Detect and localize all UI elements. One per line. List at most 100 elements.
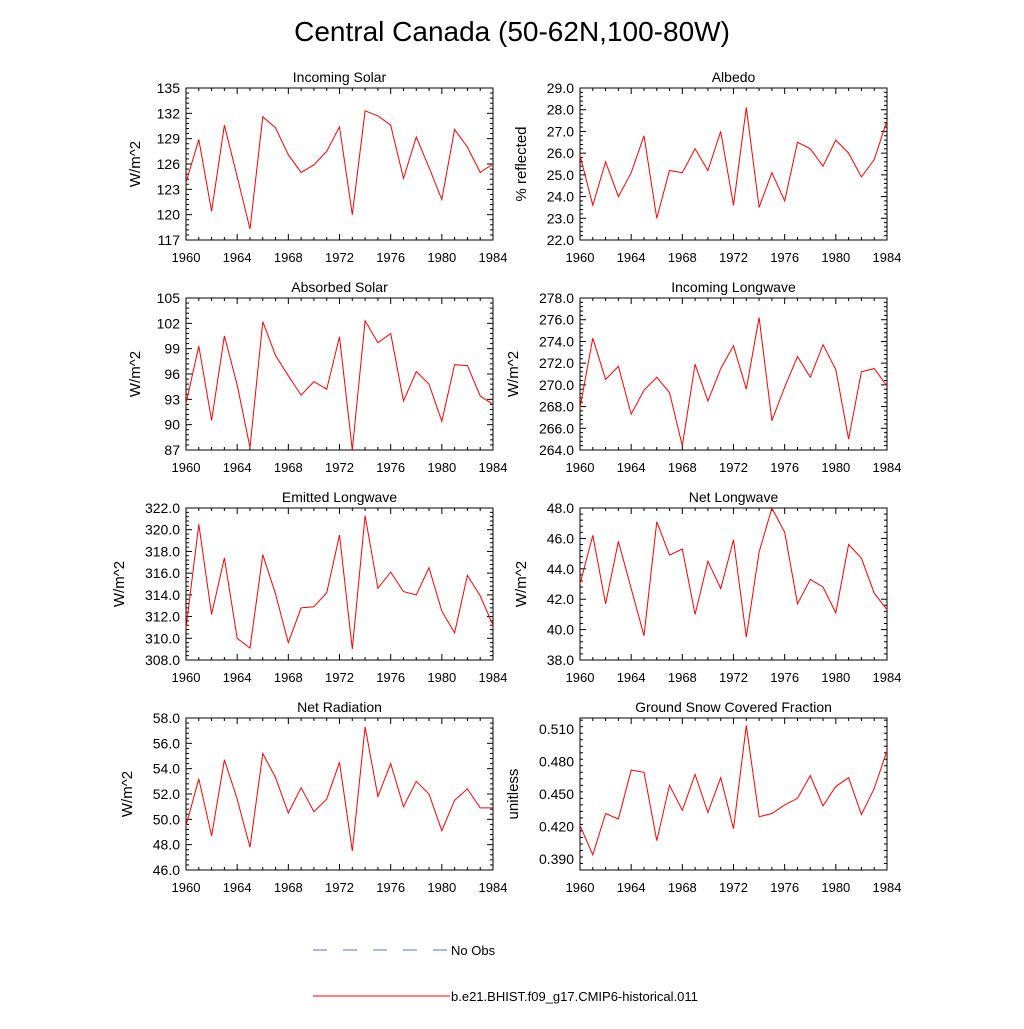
y-tick-label: 42.0 (547, 591, 574, 607)
x-tick-label: 1960 (172, 880, 201, 895)
y-tick-label: 276.0 (539, 312, 574, 328)
x-tick-label: 1960 (172, 670, 201, 685)
y-tick-label: 52.0 (153, 786, 180, 802)
y-tick-label: 117 (158, 232, 181, 248)
y-tick-label: 274.0 (539, 333, 574, 349)
x-tick-label: 1964 (223, 670, 252, 685)
y-tick-label: 96 (164, 366, 180, 382)
series-line-model (579, 107, 888, 219)
y-tick-label: 46.0 (547, 530, 574, 546)
x-tick-label: 1976 (770, 250, 799, 265)
y-axis-label: W/m^2 (127, 351, 144, 397)
y-tick-label: 310.0 (145, 630, 180, 646)
y-tick-label: 322.0 (145, 500, 180, 516)
x-tick-label: 1960 (566, 880, 595, 895)
y-tick-label: 29.0 (547, 80, 574, 96)
panel-net-longwave: 1960 1964 1968 1972 1976 1980 1984 38.0 40.0 42.0… (513, 489, 901, 685)
y-tick-label: 0.420 (539, 819, 574, 835)
y-tick-label: 0.390 (539, 851, 574, 867)
x-tick-label: 1960 (566, 250, 595, 265)
y-tick-label: 25.0 (547, 167, 574, 183)
y-tick-label: 28.0 (547, 102, 574, 118)
x-tick-label: 1972 (719, 880, 748, 895)
x-tick-label: 1980 (821, 460, 850, 475)
x-tick-label: 1968 (274, 670, 303, 685)
panel-net-radiation: 1960 1964 1968 1972 1976 1980 1984 46.0 48.0 50.0… (119, 699, 507, 895)
y-tick-label: 268.0 (539, 399, 574, 415)
y-tick-label: 270.0 (539, 377, 574, 393)
y-axis-label: W/m^2 (513, 561, 530, 607)
y-tick-label: 58.0 (153, 710, 180, 726)
y-tick-label: 46.0 (153, 862, 180, 878)
y-tick-label: 278.0 (539, 290, 574, 306)
panel-title: Ground Snow Covered Fraction (635, 699, 832, 715)
y-tick-label: 50.0 (153, 811, 180, 827)
x-tick-label: 1968 (274, 880, 303, 895)
panel-title: Net Radiation (297, 699, 382, 715)
y-tick-label: 266.0 (539, 420, 574, 436)
x-tick-label: 1968 (274, 250, 303, 265)
y-tick-label: 48.0 (547, 500, 574, 516)
x-tick-label: 1964 (617, 670, 646, 685)
plot-frame (185, 507, 494, 661)
x-tick-label: 1984 (479, 460, 508, 475)
y-tick-label: 23.0 (547, 210, 574, 226)
plot-frame (185, 297, 494, 451)
panel-title: Emitted Longwave (282, 489, 397, 505)
legend-label-no-obs: No Obs (451, 943, 496, 958)
x-tick-label: 1960 (172, 460, 201, 475)
x-tick-label: 1980 (821, 670, 850, 685)
y-tick-label: 44.0 (547, 561, 574, 577)
x-tick-label: 1976 (770, 460, 799, 475)
x-tick-label: 1968 (668, 250, 697, 265)
x-tick-label: 1976 (376, 880, 405, 895)
y-tick-label: 132 (157, 105, 181, 121)
y-tick-label: 40.0 (547, 622, 574, 638)
x-tick-label: 1976 (376, 250, 405, 265)
x-tick-label: 1976 (376, 460, 405, 475)
x-tick-label: 1984 (873, 880, 902, 895)
series-line-model (185, 110, 494, 230)
y-tick-label: 105 (157, 290, 181, 306)
x-tick-label: 1980 (821, 880, 850, 895)
y-tick-label: 318.0 (145, 543, 180, 559)
x-tick-label: 1972 (325, 250, 354, 265)
series-line-model (185, 726, 493, 852)
x-tick-label: 1972 (325, 880, 354, 895)
series-line-model (579, 317, 888, 446)
x-tick-label: 1984 (479, 670, 508, 685)
x-tick-label: 1980 (427, 670, 456, 685)
y-axis-label: unitless (505, 769, 522, 820)
y-tick-label: 26.0 (547, 145, 574, 161)
y-tick-label: 24.0 (547, 189, 574, 205)
y-tick-label: 0.480 (539, 753, 574, 769)
panel-title: Albedo (712, 69, 756, 85)
y-tick-label: 48.0 (153, 837, 180, 853)
x-tick-label: 1980 (427, 880, 456, 895)
panel-incoming-solar: 1960 1964 1968 1972 1976 1980 1984 117 120 123 126… (127, 69, 507, 265)
y-tick-label: 99 (164, 341, 180, 357)
series-line-model (185, 515, 494, 650)
series-line-model (579, 506, 888, 638)
y-axis-label: % reflected (513, 126, 530, 201)
y-tick-label: 312.0 (145, 609, 180, 625)
x-tick-label: 1968 (668, 670, 697, 685)
panel-emitted-longwave: 1960 1964 1968 1972 1976 1980 1984 308.0 310.0 31… (111, 489, 507, 685)
x-tick-label: 1972 (719, 670, 748, 685)
x-tick-label: 1968 (274, 460, 303, 475)
x-tick-label: 1960 (566, 460, 595, 475)
y-tick-label: 54.0 (153, 761, 180, 777)
panel-albedo: 1960 1964 1968 1972 1976 1980 1984 22.0 23.0 24.0… (513, 69, 901, 265)
y-tick-label: 308.0 (145, 652, 180, 668)
series-line-model (579, 725, 888, 857)
plot-frame (579, 297, 888, 451)
x-tick-label: 1960 (172, 250, 201, 265)
x-tick-label: 1964 (617, 880, 646, 895)
panel-ground-snow-covered-fraction: 1960 1964 1968 1972 1976 1980 1984 0.390 0.420 0.… (505, 699, 901, 895)
y-tick-label: 38.0 (547, 652, 574, 668)
y-axis-label: W/m^2 (119, 771, 136, 817)
y-tick-label: 123 (157, 181, 181, 197)
y-tick-label: 314.0 (145, 587, 180, 603)
x-tick-label: 1980 (821, 250, 850, 265)
y-tick-label: 272.0 (539, 355, 574, 371)
